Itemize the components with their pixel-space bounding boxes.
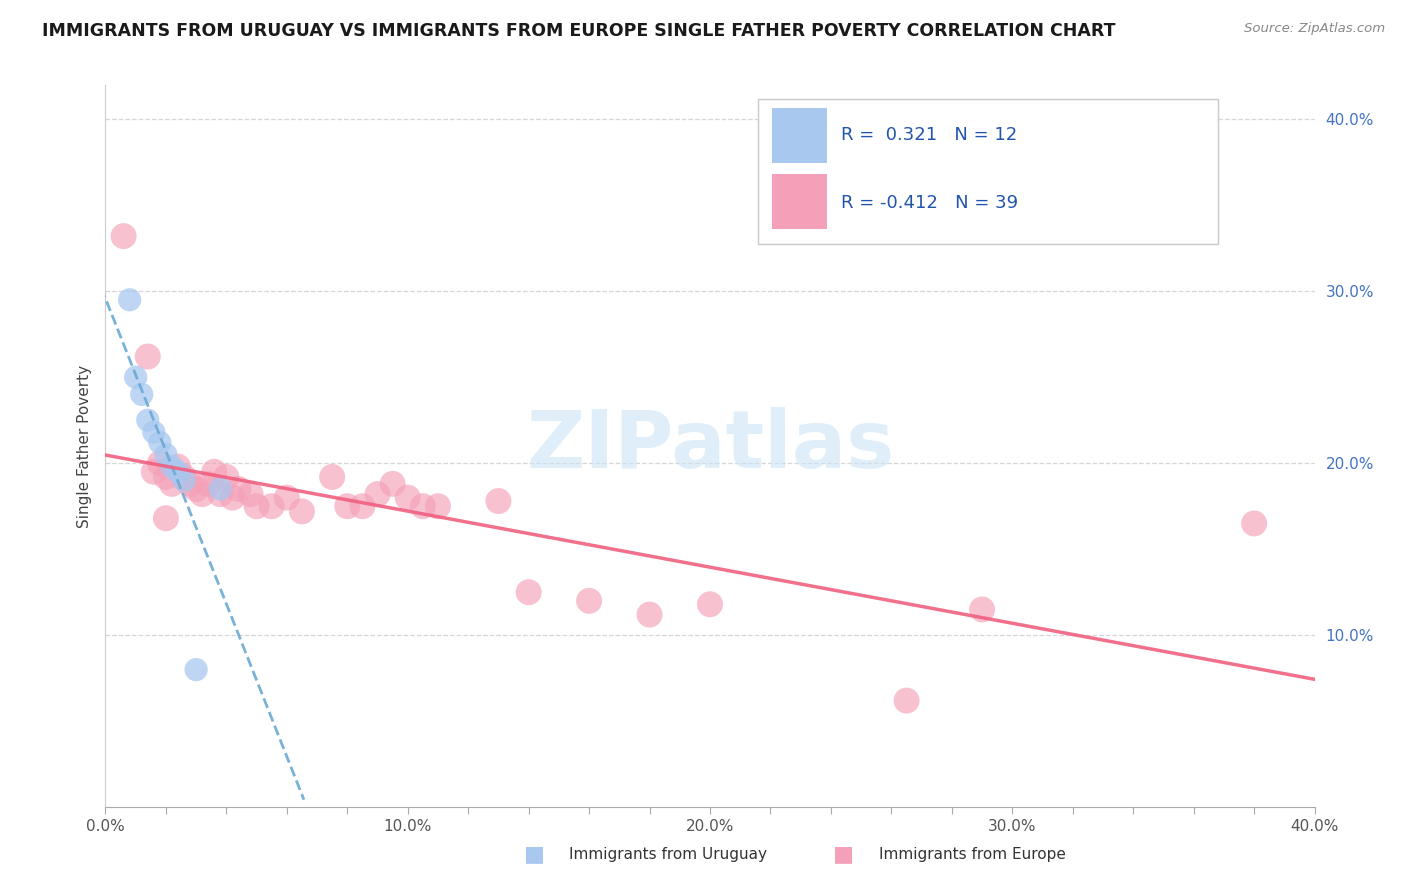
Point [149,456,172,470]
Text: Immigrants from Uruguay: Immigrants from Uruguay [569,847,768,862]
Point [352,500,374,514]
Point [578,594,600,608]
Point [215,470,238,484]
Text: ■: ■ [834,845,853,864]
Point [209,482,232,496]
Point [197,476,219,491]
Point [488,494,510,508]
Point [155,448,177,462]
Point [638,607,661,622]
Point [179,476,201,491]
Point [167,459,190,474]
Text: Immigrants from Europe: Immigrants from Europe [879,847,1066,862]
Point [228,482,250,496]
Point [276,491,298,505]
Point [186,663,208,677]
Point [427,500,450,514]
Point [167,465,190,479]
Point [191,487,214,501]
Point [112,229,135,244]
Point [209,487,232,501]
Point [321,470,343,484]
Point [221,491,243,505]
Point [202,465,225,479]
Point [260,500,283,514]
Point [517,585,540,599]
Point [396,491,419,505]
Y-axis label: Single Father Poverty: Single Father Poverty [77,365,93,527]
Point [336,500,359,514]
Point [160,476,183,491]
Point [118,293,141,307]
Point [124,370,148,384]
Point [246,500,269,514]
Point [239,487,262,501]
Point [291,504,314,518]
Point [155,511,177,525]
Text: ■: ■ [524,845,544,864]
Point [970,602,993,616]
Point [1243,516,1265,531]
Point [155,470,177,484]
Point [136,350,159,364]
Point [142,465,165,479]
Point [186,482,208,496]
Point [173,470,195,484]
Point [699,597,721,611]
Point [131,387,153,401]
Point [173,474,195,488]
Point [366,487,388,501]
Point [412,500,434,514]
Text: IMMIGRANTS FROM URUGUAY VS IMMIGRANTS FROM EUROPE SINGLE FATHER POVERTY CORRELAT: IMMIGRANTS FROM URUGUAY VS IMMIGRANTS FR… [42,22,1116,40]
Text: Source: ZipAtlas.com: Source: ZipAtlas.com [1244,22,1385,36]
Point [142,425,165,440]
Point [896,693,918,707]
Point [160,459,183,474]
Text: ZIPatlas: ZIPatlas [526,407,894,485]
Point [381,476,404,491]
Point [136,413,159,427]
Point [149,435,172,450]
